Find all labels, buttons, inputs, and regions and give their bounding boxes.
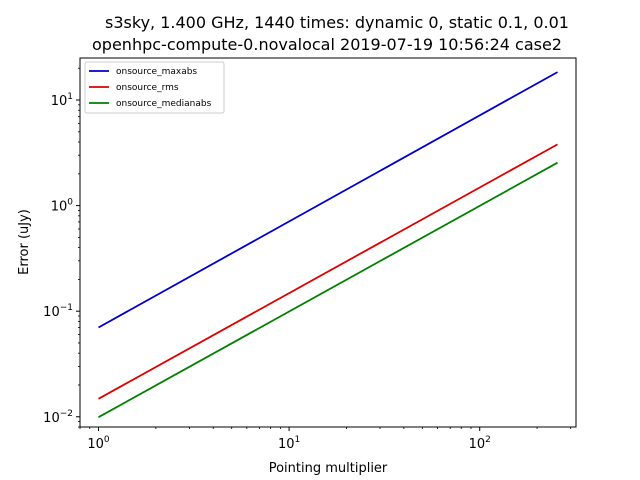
series-line-onsource_maxabs — [98, 71, 558, 329]
y-tick-label: 10−1 — [43, 303, 73, 320]
x-tick-label: 101 — [278, 435, 300, 452]
x-axis-label: Pointing multiplier — [269, 461, 388, 476]
y-tick-label: 101 — [51, 92, 73, 109]
chart-title-line-2: openhpc-compute-0.novalocal 2019-07-19 1… — [92, 35, 562, 54]
minor-ticks — [78, 67, 572, 429]
legend: onsource_maxabs onsource_rms onsource_medi… — [84, 61, 225, 114]
legend-label-onsource_rms: onsource_rms — [116, 83, 179, 93]
series-line-onsource_rms — [98, 143, 558, 400]
x-tick-label: 100 — [87, 435, 110, 452]
series-layer — [98, 71, 558, 418]
legend-label-onsource_medianabs: onsource_medianabs — [116, 99, 212, 109]
plot-area-frame — [79, 57, 577, 428]
y-axis-label: Error (uJy) — [17, 209, 32, 275]
y-tick-label: 10−2 — [43, 409, 73, 426]
chart-title-line-1: s3sky, 1.400 GHz, 1440 times: dynamic 0,… — [105, 13, 569, 32]
series-line-onsource_medianabs — [98, 161, 558, 418]
legend-frame — [84, 61, 225, 114]
legend-label-onsource_maxabs: onsource_maxabs — [116, 67, 197, 77]
x-tick-label: 102 — [469, 435, 491, 452]
y-tick-label: 100 — [51, 198, 74, 215]
